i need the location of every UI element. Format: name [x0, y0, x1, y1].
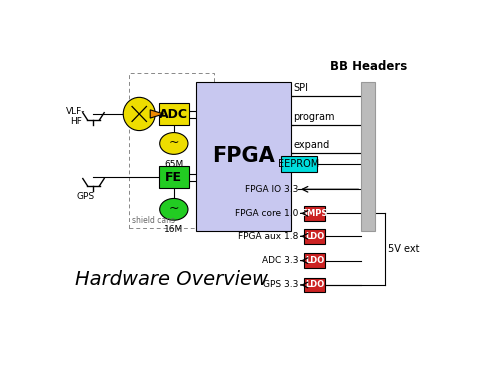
Text: LDO: LDO — [305, 256, 324, 265]
Text: GPS: GPS — [76, 192, 95, 201]
Bar — [281, 156, 317, 172]
Text: ~: ~ — [168, 135, 179, 148]
Text: 16M: 16M — [164, 225, 183, 234]
Text: VLF-
HF: VLF- HF — [66, 106, 85, 126]
Ellipse shape — [123, 97, 155, 131]
Text: 65M: 65M — [164, 160, 183, 169]
Text: shield cans: shield cans — [132, 215, 175, 225]
Text: SPI: SPI — [294, 83, 309, 93]
Bar — [129, 73, 215, 228]
Text: ADC 3.3: ADC 3.3 — [262, 256, 298, 265]
Text: BB Headers: BB Headers — [330, 60, 407, 73]
Text: ~: ~ — [168, 201, 179, 214]
Text: expand: expand — [294, 140, 330, 150]
Circle shape — [160, 132, 188, 154]
Text: Hardware Overview: Hardware Overview — [75, 270, 268, 289]
Text: SMPS: SMPS — [301, 209, 328, 218]
Circle shape — [160, 198, 188, 220]
Bar — [304, 206, 325, 221]
Bar — [158, 103, 189, 125]
Polygon shape — [150, 110, 164, 118]
Text: FPGA: FPGA — [212, 146, 275, 166]
Text: FPGA aux 1.8: FPGA aux 1.8 — [238, 232, 298, 241]
Text: FE: FE — [165, 171, 182, 184]
Text: GPS 3.3: GPS 3.3 — [263, 280, 298, 289]
Text: FPGA core 1.0: FPGA core 1.0 — [235, 209, 298, 218]
Bar — [304, 278, 325, 292]
Text: LDO: LDO — [305, 232, 324, 241]
Bar — [304, 229, 325, 244]
Text: EEPROM: EEPROM — [278, 159, 320, 169]
Text: program: program — [294, 112, 335, 122]
Bar — [158, 166, 189, 188]
Bar — [304, 253, 325, 268]
Bar — [361, 82, 375, 231]
Text: FPGA IO 3.3: FPGA IO 3.3 — [245, 185, 298, 194]
Bar — [196, 82, 290, 231]
Text: ADC: ADC — [159, 108, 188, 121]
Text: LDO: LDO — [305, 280, 324, 289]
Text: 5V ext: 5V ext — [388, 244, 419, 254]
